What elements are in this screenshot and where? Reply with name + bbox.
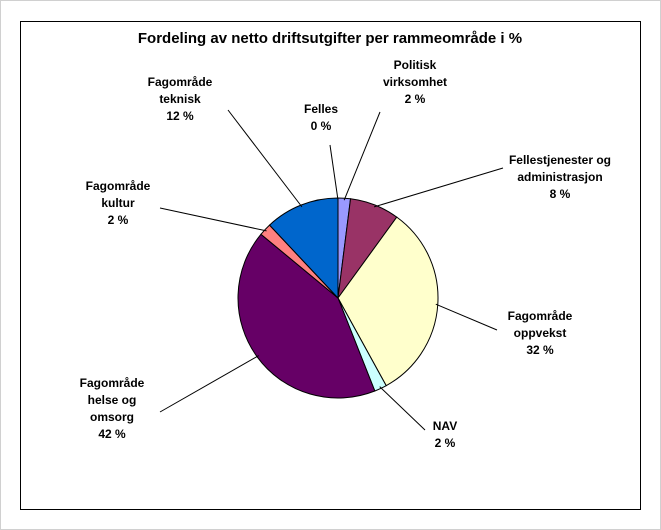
category-label: Felles [303, 102, 339, 116]
pie-slice [268, 197, 339, 300]
category-label: Politisk virksomhet [382, 58, 448, 89]
value-label: 32 % [526, 343, 554, 357]
data-label: Fellestjenester og administrasjon 8 % [495, 152, 625, 203]
leader-line [435, 303, 498, 331]
chart-title: Fordeling av netto driftsutgifter per ra… [137, 30, 523, 47]
leader-line [159, 207, 267, 232]
value-label: 2 % [107, 213, 129, 227]
category-label: Fagområde teknisk [147, 75, 213, 106]
data-label: NAV 2 % [415, 418, 475, 452]
value-label: 2 % [434, 436, 456, 450]
value-label: 0 % [310, 119, 332, 133]
pie-slice [337, 216, 439, 387]
category-label: Fagområde helse og omsorg [79, 376, 145, 424]
category-label: Fagområde kultur [85, 179, 151, 210]
value-label: 12 % [166, 109, 194, 123]
leader-line [373, 167, 504, 208]
data-label: Fagområde teknisk 12 % [135, 74, 225, 125]
leader-line [379, 386, 426, 431]
category-label: Fagområde oppvekst [507, 309, 573, 340]
leader-line [343, 111, 381, 201]
leader-line [329, 144, 339, 201]
data-label: Fagområde kultur 2 % [73, 178, 163, 229]
data-label: Fagområde helse og omsorg 42 % [67, 375, 157, 443]
value-label: 42 % [98, 427, 126, 441]
category-label: Fellestjenester og administrasjon [508, 153, 612, 184]
data-label: Fagområde oppvekst 32 % [490, 308, 590, 359]
data-label: Felles 0 % [281, 101, 361, 135]
data-label: Politisk virksomhet 2 % [360, 57, 470, 108]
value-label: 2 % [404, 92, 426, 106]
category-label: NAV [432, 419, 458, 433]
leader-line [159, 355, 259, 413]
value-label: 8 % [549, 187, 571, 201]
leader-line [227, 109, 303, 208]
